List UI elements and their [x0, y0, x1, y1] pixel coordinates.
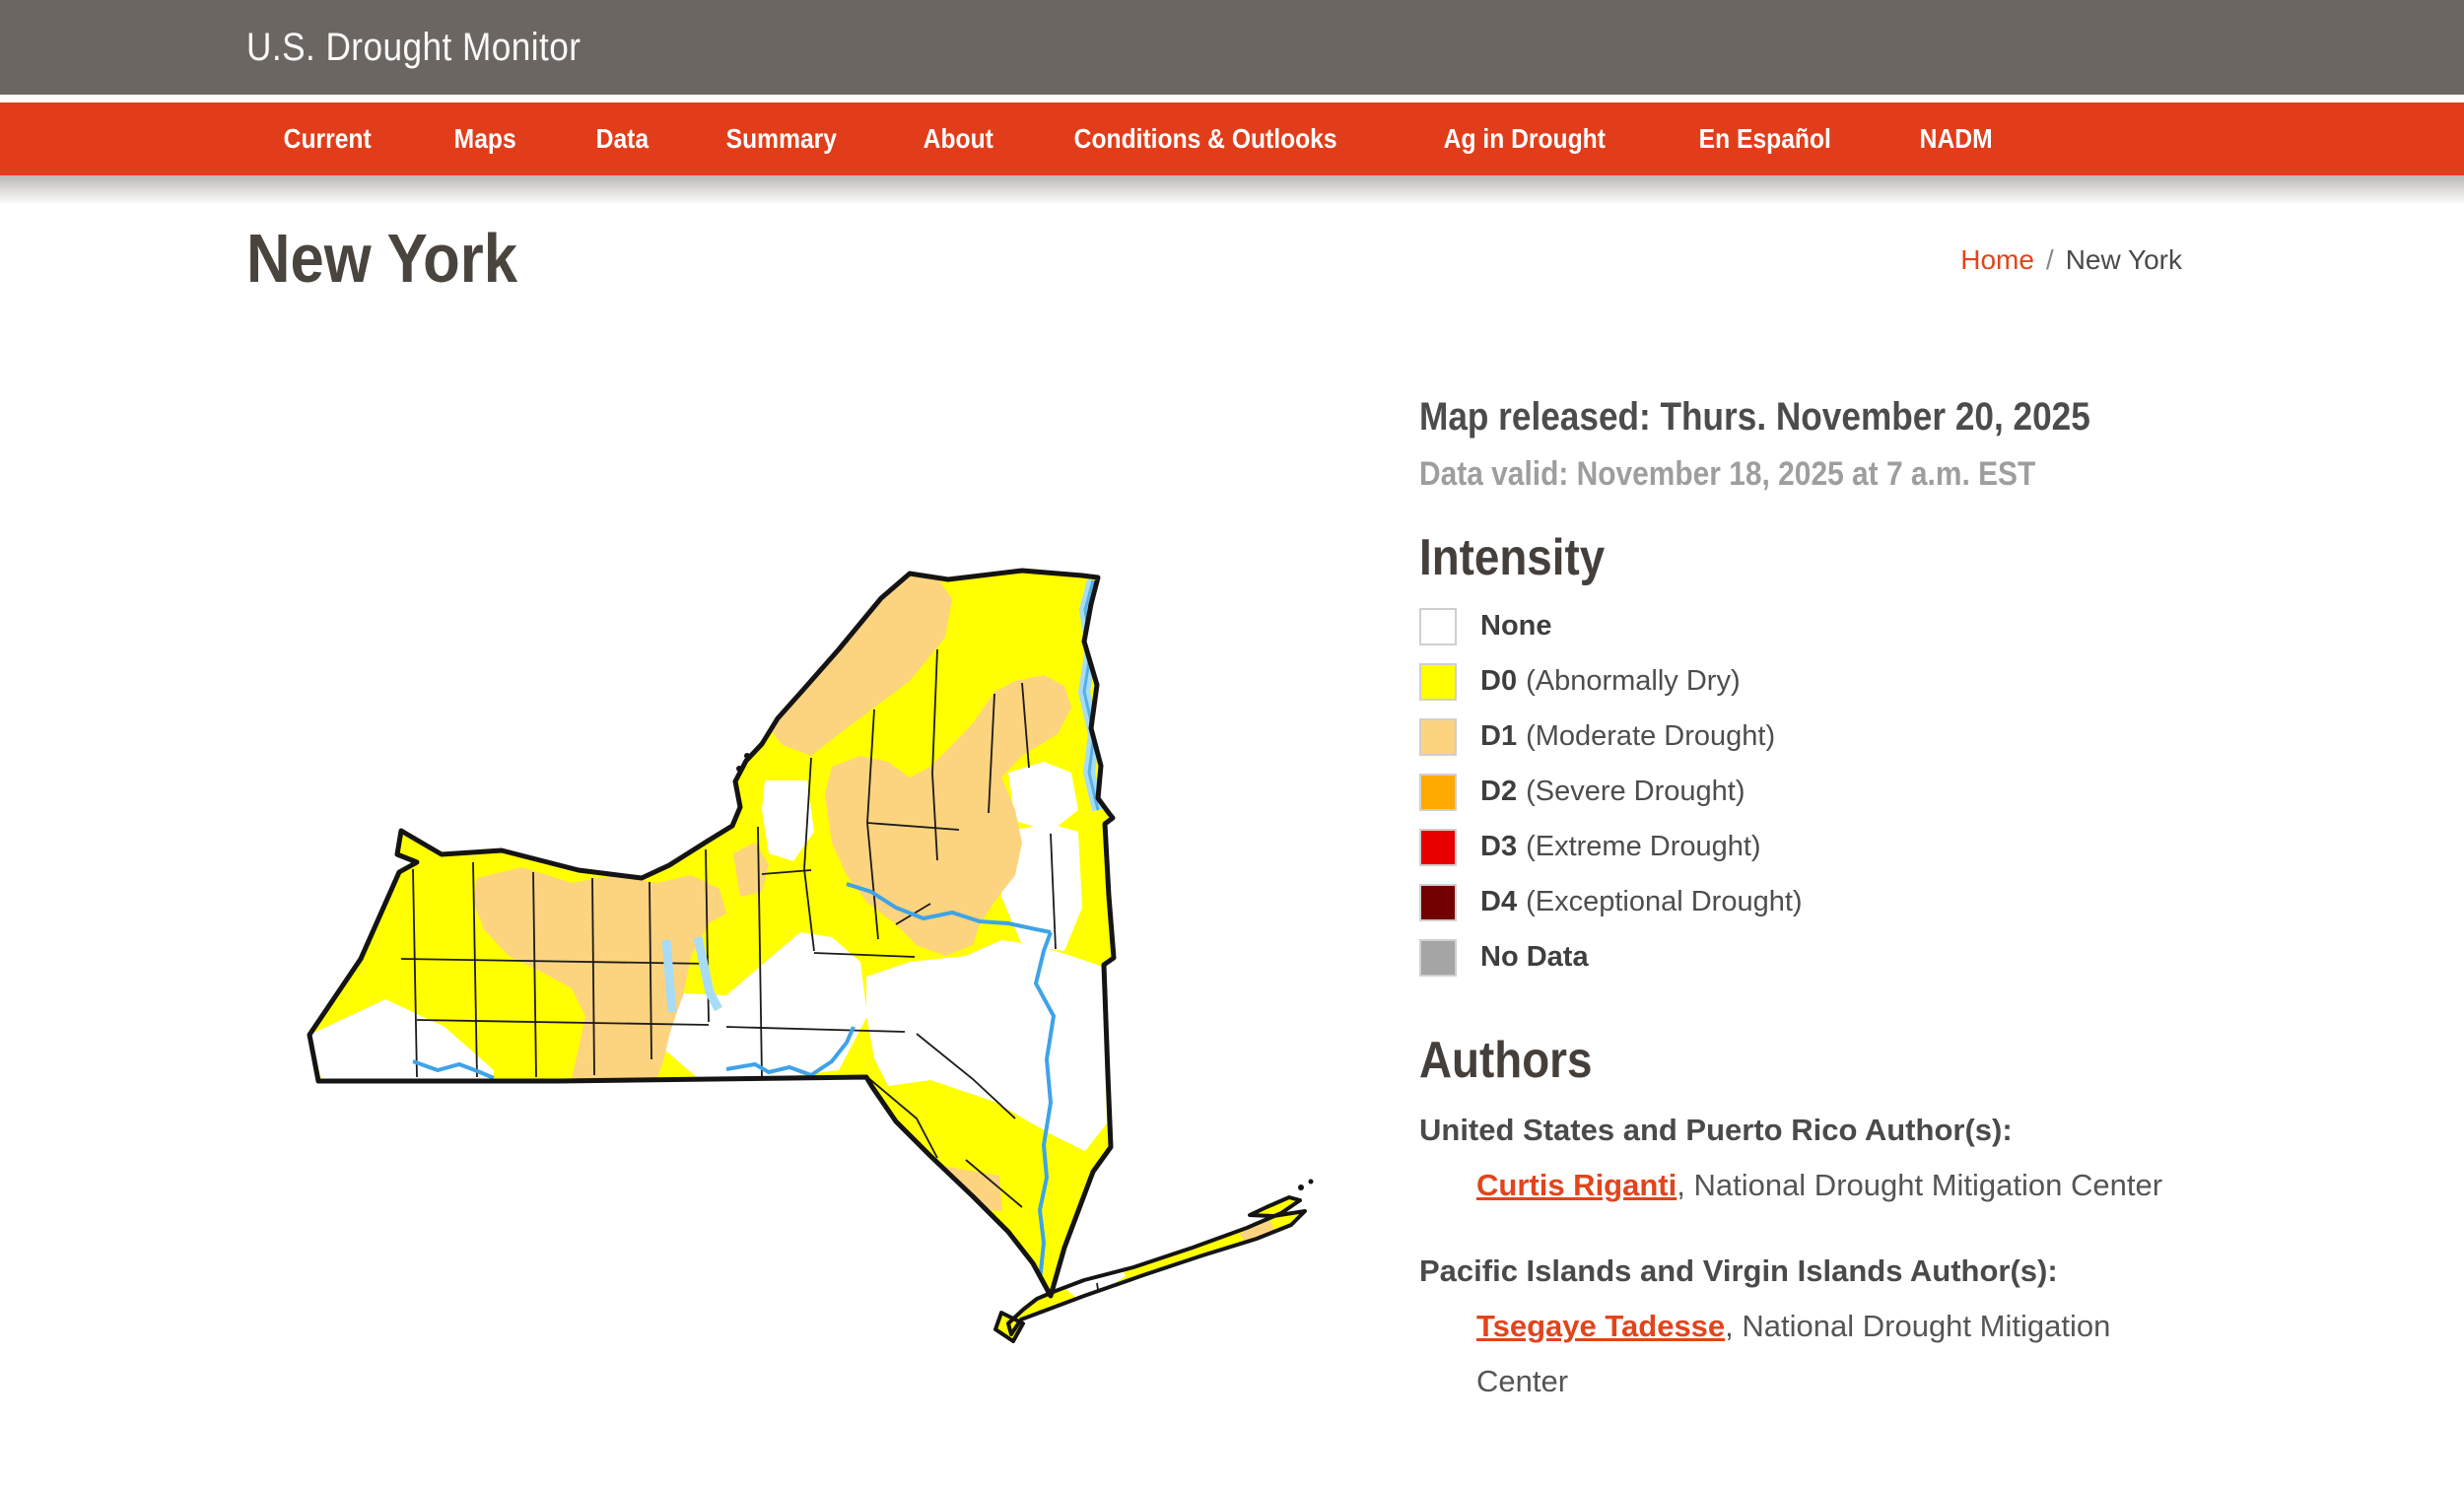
legend-row-none: None	[1419, 607, 2208, 645]
info-panel: Map released: Thurs. November 20, 2025 D…	[1419, 297, 2208, 1409]
author-group-pacific-vi: Pacific Islands and Virgin Islands Autho…	[1419, 1253, 2208, 1409]
nav-item-current[interactable]: Current	[283, 123, 372, 154]
small-islands	[736, 753, 1314, 1190]
legend-swatch-d4	[1419, 883, 1457, 921]
header-divider	[0, 95, 2464, 102]
intensity-legend: None D0 (Abnormally Dry) D1 (Moderate Drou…	[1419, 607, 2208, 977]
legend-swatch-d0	[1419, 662, 1457, 701]
breadcrumb: Home / New York	[1960, 244, 2218, 276]
page-title: New York	[246, 220, 518, 297]
map-panel	[246, 297, 1321, 1357]
legend-row-d4: D4 (Exceptional Drought)	[1419, 883, 2208, 921]
nav-item-about[interactable]: About	[923, 123, 993, 154]
legend-swatch-none	[1419, 607, 1457, 645]
nav-item-nadm[interactable]: NADM	[1919, 123, 1993, 154]
legend-row-d2: D2 (Severe Drought)	[1419, 773, 2208, 811]
main-nav: Current Maps Data Summary About Conditio…	[0, 102, 2464, 175]
author-group-label: Pacific Islands and Virgin Islands Autho…	[1419, 1253, 2058, 1289]
rivers-and-lakes	[412, 578, 1104, 1282]
long-island-d1-region	[1239, 1219, 1274, 1244]
legend-swatch-d2	[1419, 773, 1457, 811]
data-valid-date: Data valid: November 18, 2025 at 7 a.m. …	[1419, 455, 2036, 493]
author-line: Curtis Riganti, National Drought Mitigat…	[1476, 1167, 2163, 1202]
nav-item-maps[interactable]: Maps	[453, 123, 516, 154]
breadcrumb-home-link[interactable]: Home	[1960, 244, 2034, 275]
legend-row-no-data: No Data	[1419, 938, 2208, 977]
new-york-drought-map	[276, 529, 1314, 1343]
nav-item-data[interactable]: Data	[595, 123, 649, 154]
site-header: U.S. Drought Monitor	[0, 0, 2464, 95]
author-link-curtis-riganti[interactable]: Curtis Riganti	[1476, 1167, 1677, 1202]
site-title: U.S. Drought Monitor	[246, 25, 582, 69]
breadcrumb-separator: /	[2045, 244, 2054, 275]
legend-swatch-d3	[1419, 828, 1457, 866]
authors-heading: Authors	[1419, 1031, 1593, 1089]
nav-shadow	[0, 175, 2464, 205]
intensity-heading: Intensity	[1419, 529, 1606, 586]
nav-item-en-espanol[interactable]: En Español	[1698, 123, 1831, 154]
nav-item-conditions-outlooks[interactable]: Conditions & Outlooks	[1073, 123, 1337, 154]
map-released-date: Map released: Thurs. November 20, 2025	[1419, 395, 2090, 439]
legend-row-d1: D1 (Moderate Drought)	[1419, 717, 2208, 756]
breadcrumb-current: New York	[2065, 244, 2182, 275]
drought-d1-regions	[473, 576, 1071, 1211]
author-group-us-pr: United States and Puerto Rico Author(s):…	[1419, 1113, 2208, 1213]
legend-row-d0: D0 (Abnormally Dry)	[1419, 662, 2208, 701]
nav-item-summary[interactable]: Summary	[726, 123, 838, 154]
author-group-label: United States and Puerto Rico Author(s):	[1419, 1112, 2013, 1147]
drought-none-regions	[309, 762, 1107, 1151]
author-line: Tsegaye Tadesse, National Drought Mitiga…	[1476, 1309, 2111, 1399]
nav-item-ag-in-drought[interactable]: Ag in Drought	[1443, 123, 1607, 154]
legend-row-d3: D3 (Extreme Drought)	[1419, 828, 2208, 866]
legend-swatch-d1	[1419, 717, 1457, 756]
author-link-tsegaye-tadesse[interactable]: Tsegaye Tadesse	[1476, 1309, 1726, 1344]
legend-swatch-no-data	[1419, 938, 1457, 977]
